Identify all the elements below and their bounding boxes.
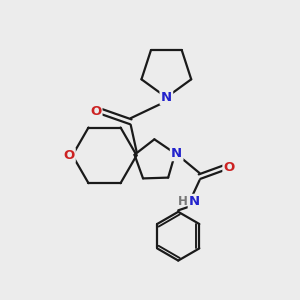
Text: N: N [171, 147, 182, 160]
Text: O: O [63, 149, 74, 162]
Text: O: O [90, 105, 101, 118]
Text: N: N [189, 195, 200, 208]
Text: O: O [224, 160, 235, 174]
Text: N: N [161, 91, 172, 104]
Text: H: H [178, 195, 188, 208]
